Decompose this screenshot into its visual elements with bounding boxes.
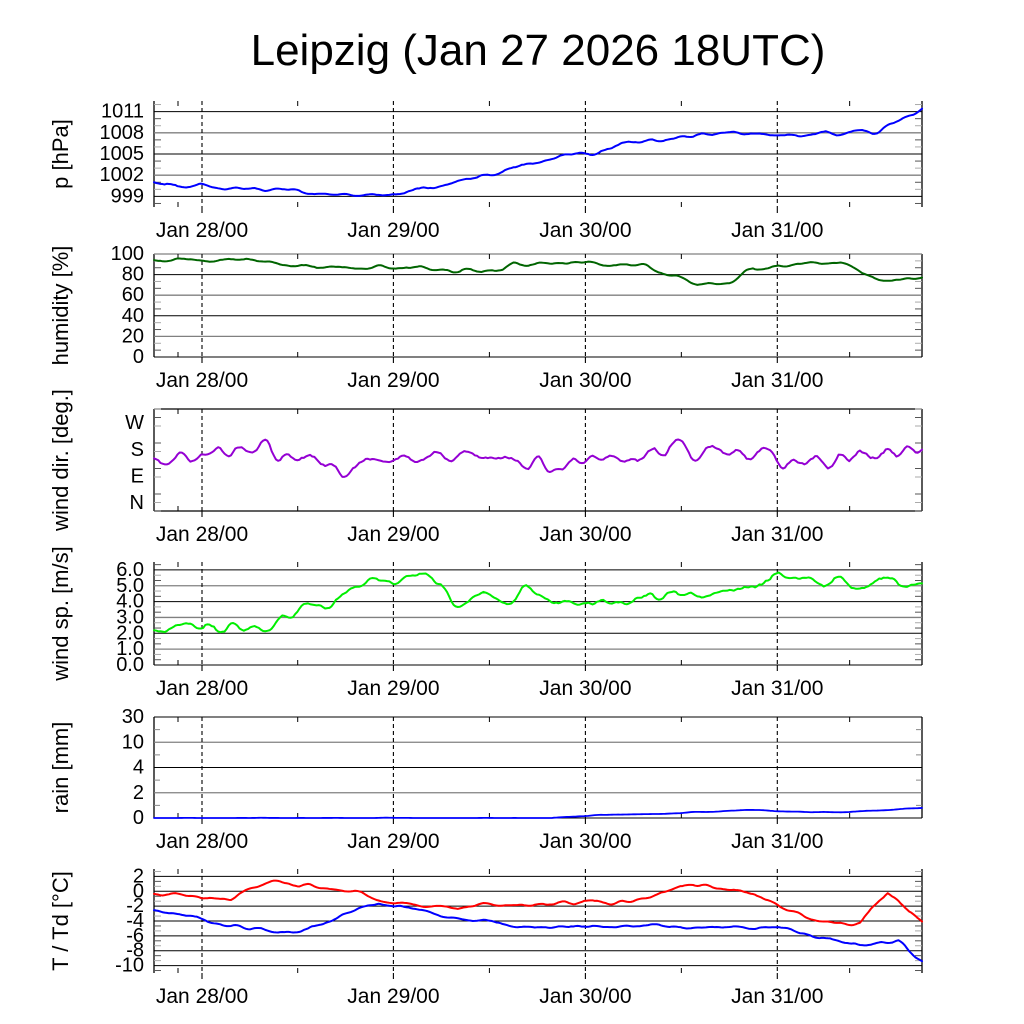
svg-text:Jan 28/00: Jan 28/00 bbox=[156, 219, 248, 242]
svg-text:2: 2 bbox=[133, 865, 144, 887]
svg-text:p [hPa]: p [hPa] bbox=[48, 119, 73, 189]
svg-text:10: 10 bbox=[122, 731, 144, 753]
svg-text:Jan 28/00: Jan 28/00 bbox=[156, 985, 248, 1008]
svg-text:1002: 1002 bbox=[100, 164, 145, 186]
svg-text:humidity [%]: humidity [%] bbox=[48, 246, 73, 366]
svg-text:S: S bbox=[131, 439, 144, 461]
svg-text:40: 40 bbox=[122, 305, 144, 327]
svg-text:Jan 29/00: Jan 29/00 bbox=[347, 523, 439, 546]
svg-text:Jan 31/00: Jan 31/00 bbox=[731, 985, 823, 1008]
svg-text:Jan 29/00: Jan 29/00 bbox=[347, 830, 439, 853]
svg-text:wind sp. [m/s]: wind sp. [m/s] bbox=[48, 546, 73, 681]
svg-text:rain [mm]: rain [mm] bbox=[48, 722, 73, 814]
svg-text:Jan 29/00: Jan 29/00 bbox=[347, 985, 439, 1008]
svg-text:1011: 1011 bbox=[101, 101, 144, 123]
svg-text:6.0: 6.0 bbox=[116, 559, 144, 581]
svg-text:100: 100 bbox=[111, 243, 144, 265]
svg-text:Jan 29/00: Jan 29/00 bbox=[347, 369, 439, 392]
svg-text:Jan 28/00: Jan 28/00 bbox=[156, 369, 248, 392]
svg-text:E: E bbox=[131, 465, 144, 487]
svg-text:Jan 28/00: Jan 28/00 bbox=[156, 830, 248, 853]
svg-text:Jan 30/00: Jan 30/00 bbox=[539, 523, 631, 546]
svg-text:W: W bbox=[125, 412, 144, 434]
svg-text:N: N bbox=[130, 492, 144, 514]
svg-text:Jan 31/00: Jan 31/00 bbox=[731, 369, 823, 392]
svg-text:1008: 1008 bbox=[100, 122, 145, 144]
svg-text:wind dir. [deg.]: wind dir. [deg.] bbox=[48, 389, 73, 532]
svg-text:Jan 30/00: Jan 30/00 bbox=[539, 369, 631, 392]
svg-text:Jan 29/00: Jan 29/00 bbox=[347, 677, 439, 700]
svg-text:Jan 29/00: Jan 29/00 bbox=[347, 219, 439, 242]
svg-text:Jan 31/00: Jan 31/00 bbox=[731, 677, 823, 700]
svg-text:T / Td [°C]: T / Td [°C] bbox=[48, 871, 73, 971]
svg-text:30: 30 bbox=[122, 706, 144, 728]
svg-text:Jan 28/00: Jan 28/00 bbox=[156, 677, 248, 700]
svg-text:Jan 30/00: Jan 30/00 bbox=[539, 219, 631, 242]
svg-text:Jan 30/00: Jan 30/00 bbox=[539, 985, 631, 1008]
svg-text:Leipzig (Jan 27 2026 18UTC): Leipzig (Jan 27 2026 18UTC) bbox=[251, 26, 826, 75]
svg-text:80: 80 bbox=[122, 264, 144, 286]
svg-text:Jan 31/00: Jan 31/00 bbox=[731, 830, 823, 853]
svg-text:4: 4 bbox=[133, 757, 144, 779]
svg-text:0: 0 bbox=[133, 346, 144, 368]
svg-text:60: 60 bbox=[122, 284, 144, 306]
svg-text:Jan 31/00: Jan 31/00 bbox=[731, 219, 823, 242]
svg-text:Jan 31/00: Jan 31/00 bbox=[731, 523, 823, 546]
svg-text:1005: 1005 bbox=[100, 143, 145, 165]
svg-text:20: 20 bbox=[122, 325, 144, 347]
svg-text:2: 2 bbox=[133, 782, 144, 804]
svg-text:999: 999 bbox=[111, 185, 144, 207]
svg-text:0: 0 bbox=[133, 807, 144, 829]
svg-text:Jan 28/00: Jan 28/00 bbox=[156, 523, 248, 546]
svg-text:Jan 30/00: Jan 30/00 bbox=[539, 677, 631, 700]
svg-text:Jan 30/00: Jan 30/00 bbox=[539, 830, 631, 853]
